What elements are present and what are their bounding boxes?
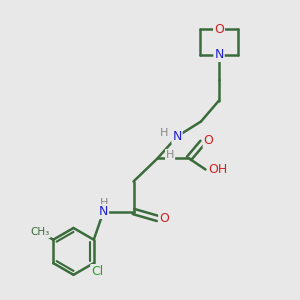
- Text: O: O: [159, 212, 169, 225]
- Text: O: O: [204, 134, 213, 148]
- Text: N: N: [214, 48, 224, 61]
- Text: Cl: Cl: [91, 265, 104, 278]
- Text: CH₃: CH₃: [30, 227, 50, 237]
- Text: H: H: [160, 128, 169, 138]
- Text: N: N: [99, 205, 108, 218]
- Text: N: N: [172, 130, 182, 143]
- Text: OH: OH: [208, 163, 228, 176]
- Text: O: O: [214, 23, 224, 36]
- Text: H: H: [166, 150, 174, 160]
- Text: H: H: [100, 198, 108, 208]
